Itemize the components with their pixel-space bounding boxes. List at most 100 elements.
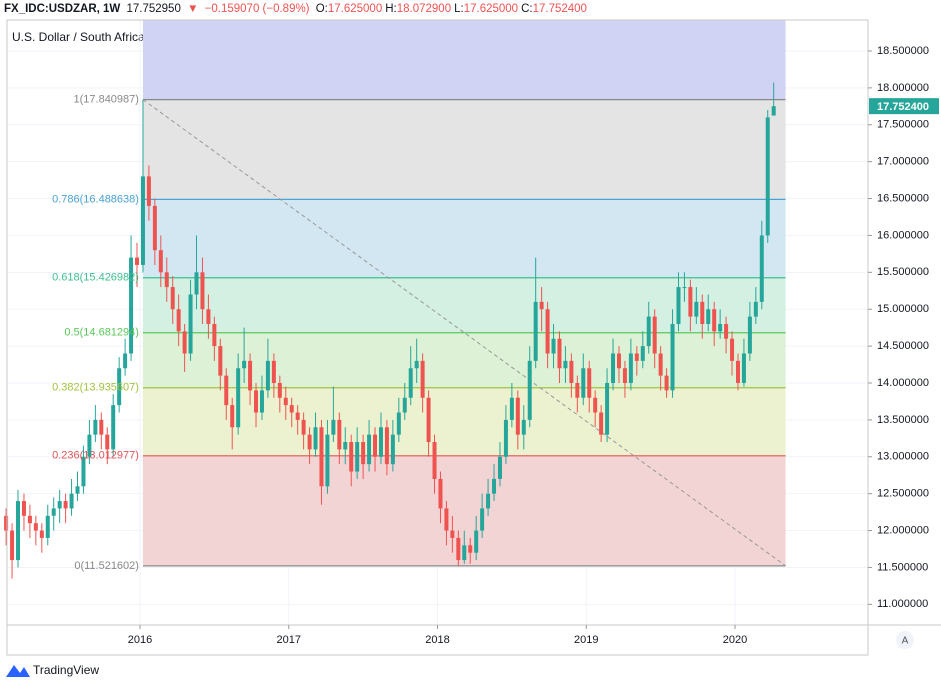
candle-body (200, 272, 205, 310)
candle-body (646, 316, 651, 347)
candle-body (563, 360, 568, 369)
candle-body (152, 205, 157, 251)
candle-body (289, 405, 294, 413)
candle-body (39, 530, 44, 538)
candle-body (361, 442, 366, 465)
candle-body (277, 383, 282, 398)
candle-body (57, 501, 62, 509)
brand-logo (6, 665, 30, 677)
candle-body (16, 501, 21, 561)
candle-body (325, 434, 330, 487)
candle-body (634, 353, 639, 361)
candle-body (575, 383, 580, 398)
auto-scale-label: A (902, 636, 909, 647)
y-tick-label: 17.000000 (877, 156, 929, 168)
candle-body (569, 360, 574, 383)
candle-body (658, 353, 663, 376)
fib-trend-line (142, 99, 786, 567)
candle-body (408, 368, 413, 398)
fib-zone (142, 199, 786, 278)
candle-body (611, 353, 616, 383)
x-tick-label: 2018 (425, 634, 449, 646)
candle-body (93, 419, 98, 435)
x-tick-label: 2019 (574, 634, 598, 646)
candle-body (527, 360, 532, 420)
candle-body (474, 530, 479, 553)
auto-scale-button[interactable] (896, 631, 914, 649)
candle-body (730, 338, 735, 361)
candle-body (254, 390, 259, 413)
candle-body (45, 515, 50, 538)
y-tick-label: 14.000000 (877, 377, 929, 389)
y-tick-label: 11.500000 (877, 561, 928, 573)
candle-body (640, 346, 645, 361)
ohlc-value: 17.752400 (532, 3, 587, 15)
candle-body (497, 456, 502, 479)
candle-body (622, 368, 627, 383)
y-tick-label: 15.000000 (877, 303, 929, 315)
candle-body (664, 375, 669, 391)
candle-body (337, 419, 342, 450)
ohlc-value: 18.072900 (396, 3, 452, 15)
candle-body (188, 294, 193, 354)
candle-body (140, 176, 145, 265)
candle-body (378, 427, 383, 457)
candle-body (390, 434, 395, 465)
candle-body (212, 323, 217, 347)
change: −0.159070 (−0.89%) (204, 3, 310, 15)
candle-body (700, 301, 705, 324)
candle-body (135, 257, 140, 265)
last-price-label: 17.752400 (877, 101, 929, 113)
candle-body (587, 368, 592, 398)
candle-body (688, 287, 693, 317)
candle-body (545, 309, 550, 354)
candle-body (384, 427, 389, 465)
candle-body (450, 530, 455, 538)
candle-body (682, 287, 687, 289)
candle-body (706, 309, 711, 324)
candle-body (301, 419, 306, 435)
candle-body (468, 545, 473, 553)
header: FX_IDC:USDZAR, 1W 17.752950 ▼ −0.159070 … (4, 0, 593, 18)
ohlc-value: 17.625000 (327, 3, 383, 15)
y-tick-label: 11.000000 (877, 598, 928, 610)
candle-body (551, 338, 556, 354)
candle-body (741, 353, 746, 383)
candle-body (75, 486, 80, 494)
fib-level-label: 0.786(16.488638) (52, 193, 139, 205)
candle-body (539, 301, 544, 310)
candle-body (670, 323, 675, 391)
candle-body (420, 360, 425, 398)
fib-level-label: 0.382(13.935607) (52, 382, 139, 394)
candle-body (557, 338, 562, 369)
candle-body (99, 419, 104, 435)
candle-body (105, 434, 110, 450)
candle-body (343, 442, 348, 450)
y-tick-label: 15.500000 (877, 266, 929, 278)
candle-body (313, 427, 318, 450)
x-tick-label: 2020 (723, 634, 747, 646)
candle-body (129, 257, 134, 354)
candle-body (259, 390, 264, 413)
y-tick-label: 18.500000 (877, 45, 929, 57)
candle-body (271, 360, 276, 383)
candle-body (248, 360, 253, 391)
ohlc-label: C: (521, 3, 533, 15)
candle-body (593, 397, 598, 413)
candle-body (456, 537, 461, 561)
candle-body (753, 301, 758, 317)
candle-body (349, 442, 354, 472)
fib-level-label: 0.5(14.681294) (64, 327, 139, 339)
candle-body (599, 412, 604, 435)
y-tick-label: 14.500000 (877, 340, 929, 352)
candle-body (123, 353, 128, 369)
candle-body (676, 287, 681, 324)
candle-body (509, 397, 514, 420)
candle-body (724, 323, 729, 339)
candle-body (27, 515, 32, 524)
fib-zone (142, 20, 786, 100)
candle-body (694, 301, 699, 317)
candle-body (652, 316, 657, 354)
candle-body (515, 397, 520, 435)
